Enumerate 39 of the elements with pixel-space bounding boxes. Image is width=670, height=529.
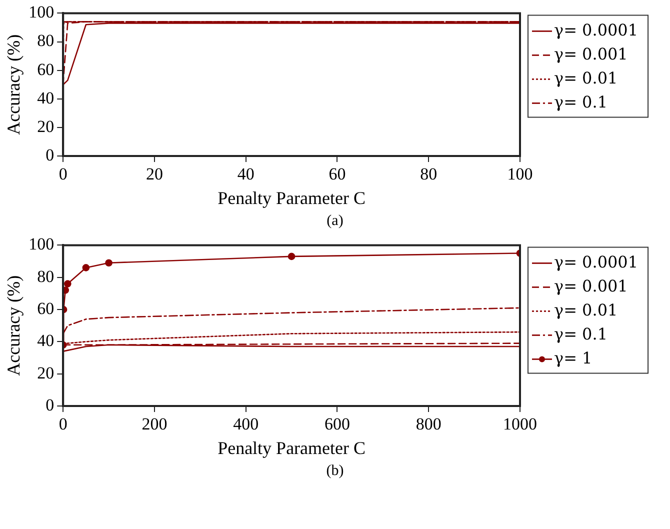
x-tick-label: 800 xyxy=(416,414,442,434)
y-tick-label: 80 xyxy=(37,31,54,50)
legend-label: γ= 0.01 xyxy=(554,68,618,88)
x-tick-label: 600 xyxy=(324,414,350,434)
x-tick-label: 60 xyxy=(328,164,346,184)
y-tick-label: 40 xyxy=(37,331,54,350)
x-tick-label: 40 xyxy=(237,164,254,184)
x-tick-label: 80 xyxy=(420,164,438,184)
y-axis-title: Accuracy (%) xyxy=(4,275,24,376)
y-tick-label: 20 xyxy=(37,363,54,382)
x-tick-label: 1000 xyxy=(503,414,537,434)
y-tick-label: 100 xyxy=(28,234,54,254)
x-axis-title: Penalty Parameter C xyxy=(218,188,366,208)
y-tick-label: 20 xyxy=(37,116,54,136)
legend-label: γ= 0.0001 xyxy=(554,20,638,40)
legend-label: γ= 1 xyxy=(554,348,592,368)
x-tick-label: 0 xyxy=(58,164,68,184)
y-tick-label: 80 xyxy=(37,266,54,286)
legend-label: γ= 0.001 xyxy=(554,276,628,296)
x-axis-title: Penalty Parameter C xyxy=(218,438,366,458)
x-tick-label: 0 xyxy=(58,414,68,434)
y-tick-label: 100 xyxy=(28,2,54,22)
x-tick-label: 400 xyxy=(233,414,259,434)
y-tick-label: 40 xyxy=(37,88,54,108)
y-tick-label: 0 xyxy=(46,145,54,164)
x-tick-label: 200 xyxy=(142,414,168,434)
y-tick-label: 0 xyxy=(46,395,54,414)
text: (a) xyxy=(326,212,344,231)
legend-label: γ= 0.1 xyxy=(554,92,608,112)
legend-label: γ= 0.1 xyxy=(554,324,608,344)
x-tick-label: 20 xyxy=(146,164,163,184)
y-axis-title: Accuracy (%) xyxy=(4,34,24,135)
legend-label: γ= 0.001 xyxy=(554,44,628,64)
text: (b) xyxy=(325,462,345,481)
legend-label: γ= 0.0001 xyxy=(554,252,638,272)
y-tick-label: 60 xyxy=(37,60,54,79)
x-tick-label: 100 xyxy=(507,164,533,184)
y-tick-label: 60 xyxy=(37,298,54,318)
legend-label: γ= 0.01 xyxy=(554,300,618,320)
